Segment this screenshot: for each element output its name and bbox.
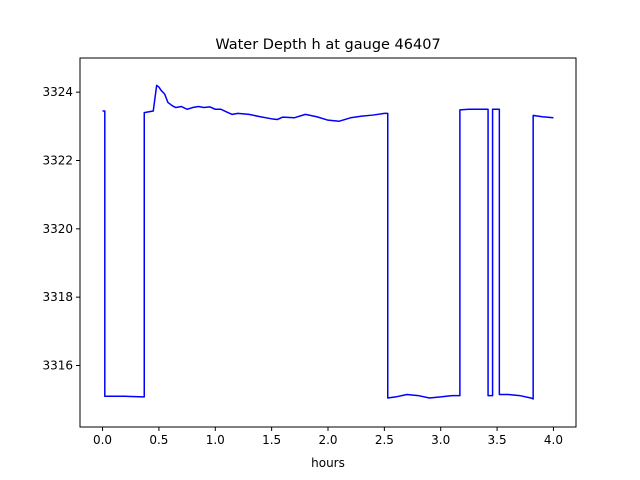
- series-line: [102, 84, 554, 400]
- x-axis-label: hours: [311, 456, 345, 470]
- x-axis: 0.0 0.5 1.0 1.5 2.0 2.5 3.0 3.5 4.0: [93, 427, 563, 447]
- y-tick-label: 3316: [42, 359, 73, 373]
- x-tick-label: 0.5: [149, 433, 168, 447]
- y-tick-label: 3322: [42, 154, 73, 168]
- x-tick-label: 2.0: [318, 433, 337, 447]
- x-tick-label: 1.5: [262, 433, 281, 447]
- y-tick-label: 3324: [42, 85, 73, 99]
- y-tick-label: 3318: [42, 290, 73, 304]
- x-tick-label: 3.0: [431, 433, 450, 447]
- y-tick-label: 3320: [42, 222, 73, 236]
- x-tick-label: 2.5: [375, 433, 394, 447]
- x-tick-label: 1.0: [206, 433, 225, 447]
- y-axis: 3316 3318 3320 3322 3324: [42, 85, 80, 373]
- x-tick-label: 0.0: [93, 433, 112, 447]
- chart-title: Water Depth h at gauge 46407: [215, 37, 440, 53]
- x-tick-label: 4.0: [544, 433, 563, 447]
- series-layer: [102, 84, 554, 400]
- x-tick-label: 3.5: [488, 433, 507, 447]
